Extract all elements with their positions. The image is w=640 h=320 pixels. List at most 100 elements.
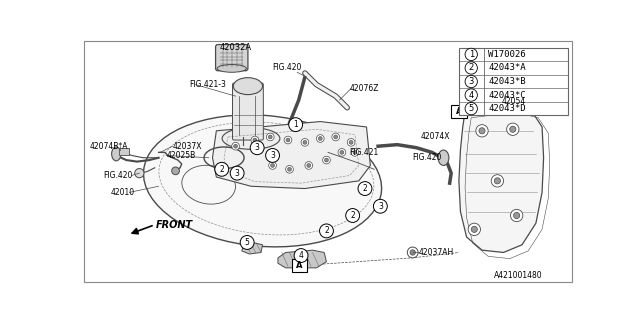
Text: A: A [456,107,462,116]
Text: A: A [296,261,303,270]
Polygon shape [278,250,326,268]
Circle shape [318,137,322,140]
Text: FIG.420: FIG.420 [273,63,302,72]
Text: 4: 4 [299,251,303,260]
Text: 42076Z: 42076Z [349,84,379,93]
Text: W170026: W170026 [488,50,526,59]
Text: FIG.421: FIG.421 [349,148,379,157]
Circle shape [468,223,481,236]
Circle shape [465,102,477,115]
Text: 2: 2 [220,165,224,174]
Circle shape [268,135,272,139]
Circle shape [353,150,357,154]
Text: 42074B*A: 42074B*A [90,142,128,151]
Text: FIG.420: FIG.420 [413,153,442,162]
Text: 2: 2 [363,184,367,193]
Text: 42074X: 42074X [420,132,450,141]
Circle shape [507,123,519,135]
Text: 42010: 42010 [111,188,135,197]
Ellipse shape [438,150,449,165]
Circle shape [253,138,257,142]
Circle shape [407,247,418,258]
Circle shape [476,124,488,137]
Circle shape [338,148,346,156]
Text: 42037AH: 42037AH [419,248,454,257]
Text: 42043*A: 42043*A [488,63,526,72]
Circle shape [465,62,477,74]
Circle shape [513,212,520,219]
Text: 2: 2 [350,211,355,220]
FancyBboxPatch shape [459,48,568,116]
Text: 5: 5 [468,104,474,113]
Ellipse shape [234,78,262,95]
Circle shape [349,140,353,144]
Polygon shape [459,106,543,252]
Circle shape [250,141,264,155]
Circle shape [465,48,477,60]
Text: FIG.420: FIG.420 [103,171,132,180]
Text: 42054: 42054 [501,97,525,106]
Circle shape [465,75,477,88]
Circle shape [334,135,338,139]
Circle shape [301,139,308,146]
Circle shape [494,178,500,184]
Ellipse shape [111,147,121,161]
Text: 3: 3 [270,151,275,160]
Circle shape [324,158,328,162]
Text: 2: 2 [324,227,329,236]
Circle shape [135,169,144,178]
FancyBboxPatch shape [118,148,129,156]
Circle shape [266,133,274,141]
Circle shape [465,89,477,101]
Polygon shape [212,122,371,188]
Text: 42043*D: 42043*D [488,104,526,113]
Circle shape [492,175,504,187]
FancyBboxPatch shape [292,260,307,272]
Text: 5: 5 [244,238,250,247]
Circle shape [303,140,307,144]
Circle shape [305,162,312,169]
Text: FRONT: FRONT [156,220,193,230]
Circle shape [284,136,292,144]
Circle shape [479,128,485,134]
Circle shape [289,118,303,132]
Circle shape [287,167,291,171]
Circle shape [215,162,228,176]
Text: 1: 1 [293,120,298,129]
Text: 1: 1 [468,50,474,59]
Text: 3: 3 [235,169,239,178]
Ellipse shape [222,128,280,149]
Circle shape [319,224,333,238]
Text: 42037X: 42037X [172,142,202,151]
Circle shape [332,133,340,141]
Circle shape [172,167,179,175]
Circle shape [358,182,372,196]
Circle shape [316,135,324,142]
Circle shape [351,148,359,156]
Polygon shape [242,243,262,254]
Text: 3: 3 [468,77,474,86]
Circle shape [286,138,290,142]
Circle shape [251,136,259,144]
FancyBboxPatch shape [451,105,467,118]
FancyBboxPatch shape [216,44,248,71]
Text: 42043*C: 42043*C [488,91,526,100]
Circle shape [340,150,344,154]
Circle shape [307,164,310,167]
Text: 42032A: 42032A [220,43,252,52]
Circle shape [232,142,239,150]
Circle shape [294,249,308,262]
Circle shape [269,162,276,169]
Circle shape [410,250,415,255]
Circle shape [240,236,254,249]
Circle shape [271,164,275,167]
Ellipse shape [143,115,381,247]
Text: A421001480: A421001480 [493,271,542,280]
Circle shape [323,156,330,164]
Text: FIG.421-3: FIG.421-3 [189,80,227,89]
Circle shape [471,226,477,232]
Text: 3: 3 [255,143,260,152]
Circle shape [373,199,387,213]
Circle shape [348,139,355,146]
Circle shape [509,126,516,132]
